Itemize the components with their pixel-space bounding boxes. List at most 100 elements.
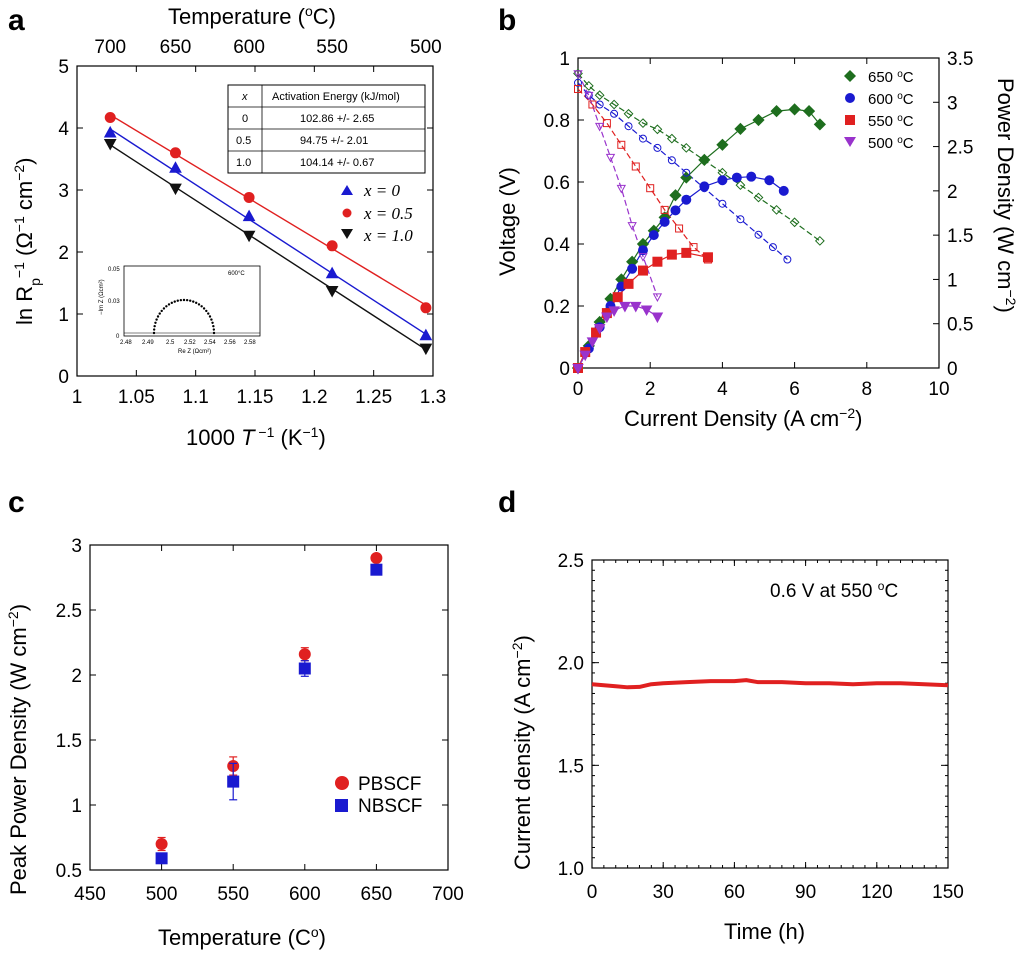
voltage-point xyxy=(753,192,764,203)
legend-marker-x05 xyxy=(342,208,352,218)
power-point xyxy=(716,138,729,151)
y-right-tick-label: 3 xyxy=(947,93,958,114)
data-point xyxy=(169,147,181,159)
current-density-line xyxy=(591,678,949,690)
voltage-point xyxy=(610,109,619,118)
inset-ytick: 0.05 xyxy=(108,267,120,273)
voltage-point xyxy=(624,122,633,131)
panel-b-frame xyxy=(577,57,940,369)
data-point xyxy=(243,191,255,203)
voltage-point xyxy=(616,184,627,194)
panel-a-x-label: 1000 T −1 (K−1) xyxy=(186,424,326,450)
voltage-point xyxy=(574,78,582,87)
power-point xyxy=(612,292,623,303)
data-point xyxy=(227,775,240,788)
x-tick-label: 4 xyxy=(717,379,728,400)
panel-c-x-label: Temperature (Co) xyxy=(158,924,326,950)
legend-label-650: 650 oC xyxy=(868,69,914,87)
data-point xyxy=(325,285,339,298)
y-right-tick-label: 2.5 xyxy=(947,138,973,159)
power-point xyxy=(637,265,648,276)
voltage-curve xyxy=(577,88,709,260)
x-tick-label: 8 xyxy=(862,379,873,400)
power-curve xyxy=(577,176,785,369)
y-right-tick-label: 3.5 xyxy=(947,49,973,70)
x-tick-label: 700 xyxy=(432,884,464,905)
y-tick-label: 0.5 xyxy=(56,861,82,882)
x-tick-label: 1.2 xyxy=(301,387,327,408)
power-point xyxy=(670,205,681,216)
panel-c-ticks: 450 500 550 600 650 700 0.5 1 1.5 2 2.5 3 xyxy=(56,536,464,905)
inset-point xyxy=(165,305,168,308)
voltage-point xyxy=(771,204,782,215)
inset-temp-label: 600°C xyxy=(228,271,245,277)
y-right-tick-label: 1.5 xyxy=(947,226,973,247)
power-point xyxy=(717,175,728,186)
x-tick-label: 0 xyxy=(587,882,598,903)
voltage-point xyxy=(666,133,677,144)
panel-b-markers xyxy=(571,68,826,375)
power-point xyxy=(734,122,747,135)
x-tick-label: 10 xyxy=(928,379,949,400)
inset-point xyxy=(189,299,192,302)
voltage-point xyxy=(735,180,746,191)
voltage-point xyxy=(584,91,594,101)
power-point xyxy=(627,263,638,274)
legend-label-600: 600 oC xyxy=(868,91,914,109)
voltage-point xyxy=(736,215,745,224)
data-point xyxy=(242,209,256,222)
inset-point xyxy=(170,301,173,305)
data-point xyxy=(370,552,383,564)
y-tick-label: 1.5 xyxy=(56,731,82,752)
inset-point xyxy=(211,321,214,325)
panel-c-legend: PBSCF NBSCF xyxy=(335,774,422,817)
legend-marker-600 xyxy=(845,93,855,103)
voltage-point xyxy=(574,85,582,93)
power-point xyxy=(619,301,631,313)
table-header-x: x xyxy=(241,91,248,103)
y-tick-label: 0 xyxy=(559,359,570,380)
y-tick-label: 2 xyxy=(71,666,82,687)
inset-point xyxy=(179,298,183,302)
legend-marker-pbscf xyxy=(335,776,349,790)
panel-letter-c: c xyxy=(8,486,25,519)
top-tick-label: 650 xyxy=(160,37,192,58)
data-point xyxy=(298,648,311,661)
panel-letter-d: d xyxy=(498,486,516,519)
y-right-tick-label: 0 xyxy=(947,359,958,380)
panel-b-y-right-label: Power Density (W cm−2) xyxy=(993,78,1019,313)
voltage-point xyxy=(718,199,727,208)
y-tick-label: 2.0 xyxy=(558,654,584,675)
inset-point xyxy=(202,307,206,310)
table-cell: 0.5 xyxy=(236,135,251,147)
voltage-point xyxy=(814,235,825,246)
panel-d-x-label: Time (h) xyxy=(724,919,805,944)
y-tick-label: 1.5 xyxy=(558,756,584,777)
inset-point xyxy=(205,309,208,313)
x-tick-label: 600 xyxy=(289,884,321,905)
voltage-point xyxy=(573,70,583,79)
legend-label-550: 550 oC xyxy=(868,113,914,131)
panel-d-ticks: 0 30 60 90 120 150 1.0 1.5 2.0 2.5 xyxy=(558,551,964,903)
inset-point xyxy=(200,305,203,308)
power-point xyxy=(629,301,642,313)
data-point xyxy=(169,183,182,196)
panel-a-top-label: Temperature (oC) xyxy=(168,3,336,29)
power-point xyxy=(637,245,648,256)
panel-b-y-label: Voltage (V) xyxy=(495,167,520,276)
voltage-curve xyxy=(577,82,788,260)
inset-xtick: 2.52 xyxy=(184,340,196,346)
voltage-point xyxy=(583,80,594,91)
power-point xyxy=(572,363,584,375)
voltage-curve xyxy=(577,73,658,297)
voltage-point xyxy=(754,230,763,239)
legend-label-500: 500 oC xyxy=(868,135,914,153)
power-point xyxy=(640,305,653,316)
inset-point xyxy=(162,307,166,310)
inset-point xyxy=(185,298,189,302)
inset-point xyxy=(155,318,158,321)
voltage-point xyxy=(783,255,792,264)
fit-line xyxy=(109,114,427,306)
voltage-point xyxy=(638,253,648,262)
